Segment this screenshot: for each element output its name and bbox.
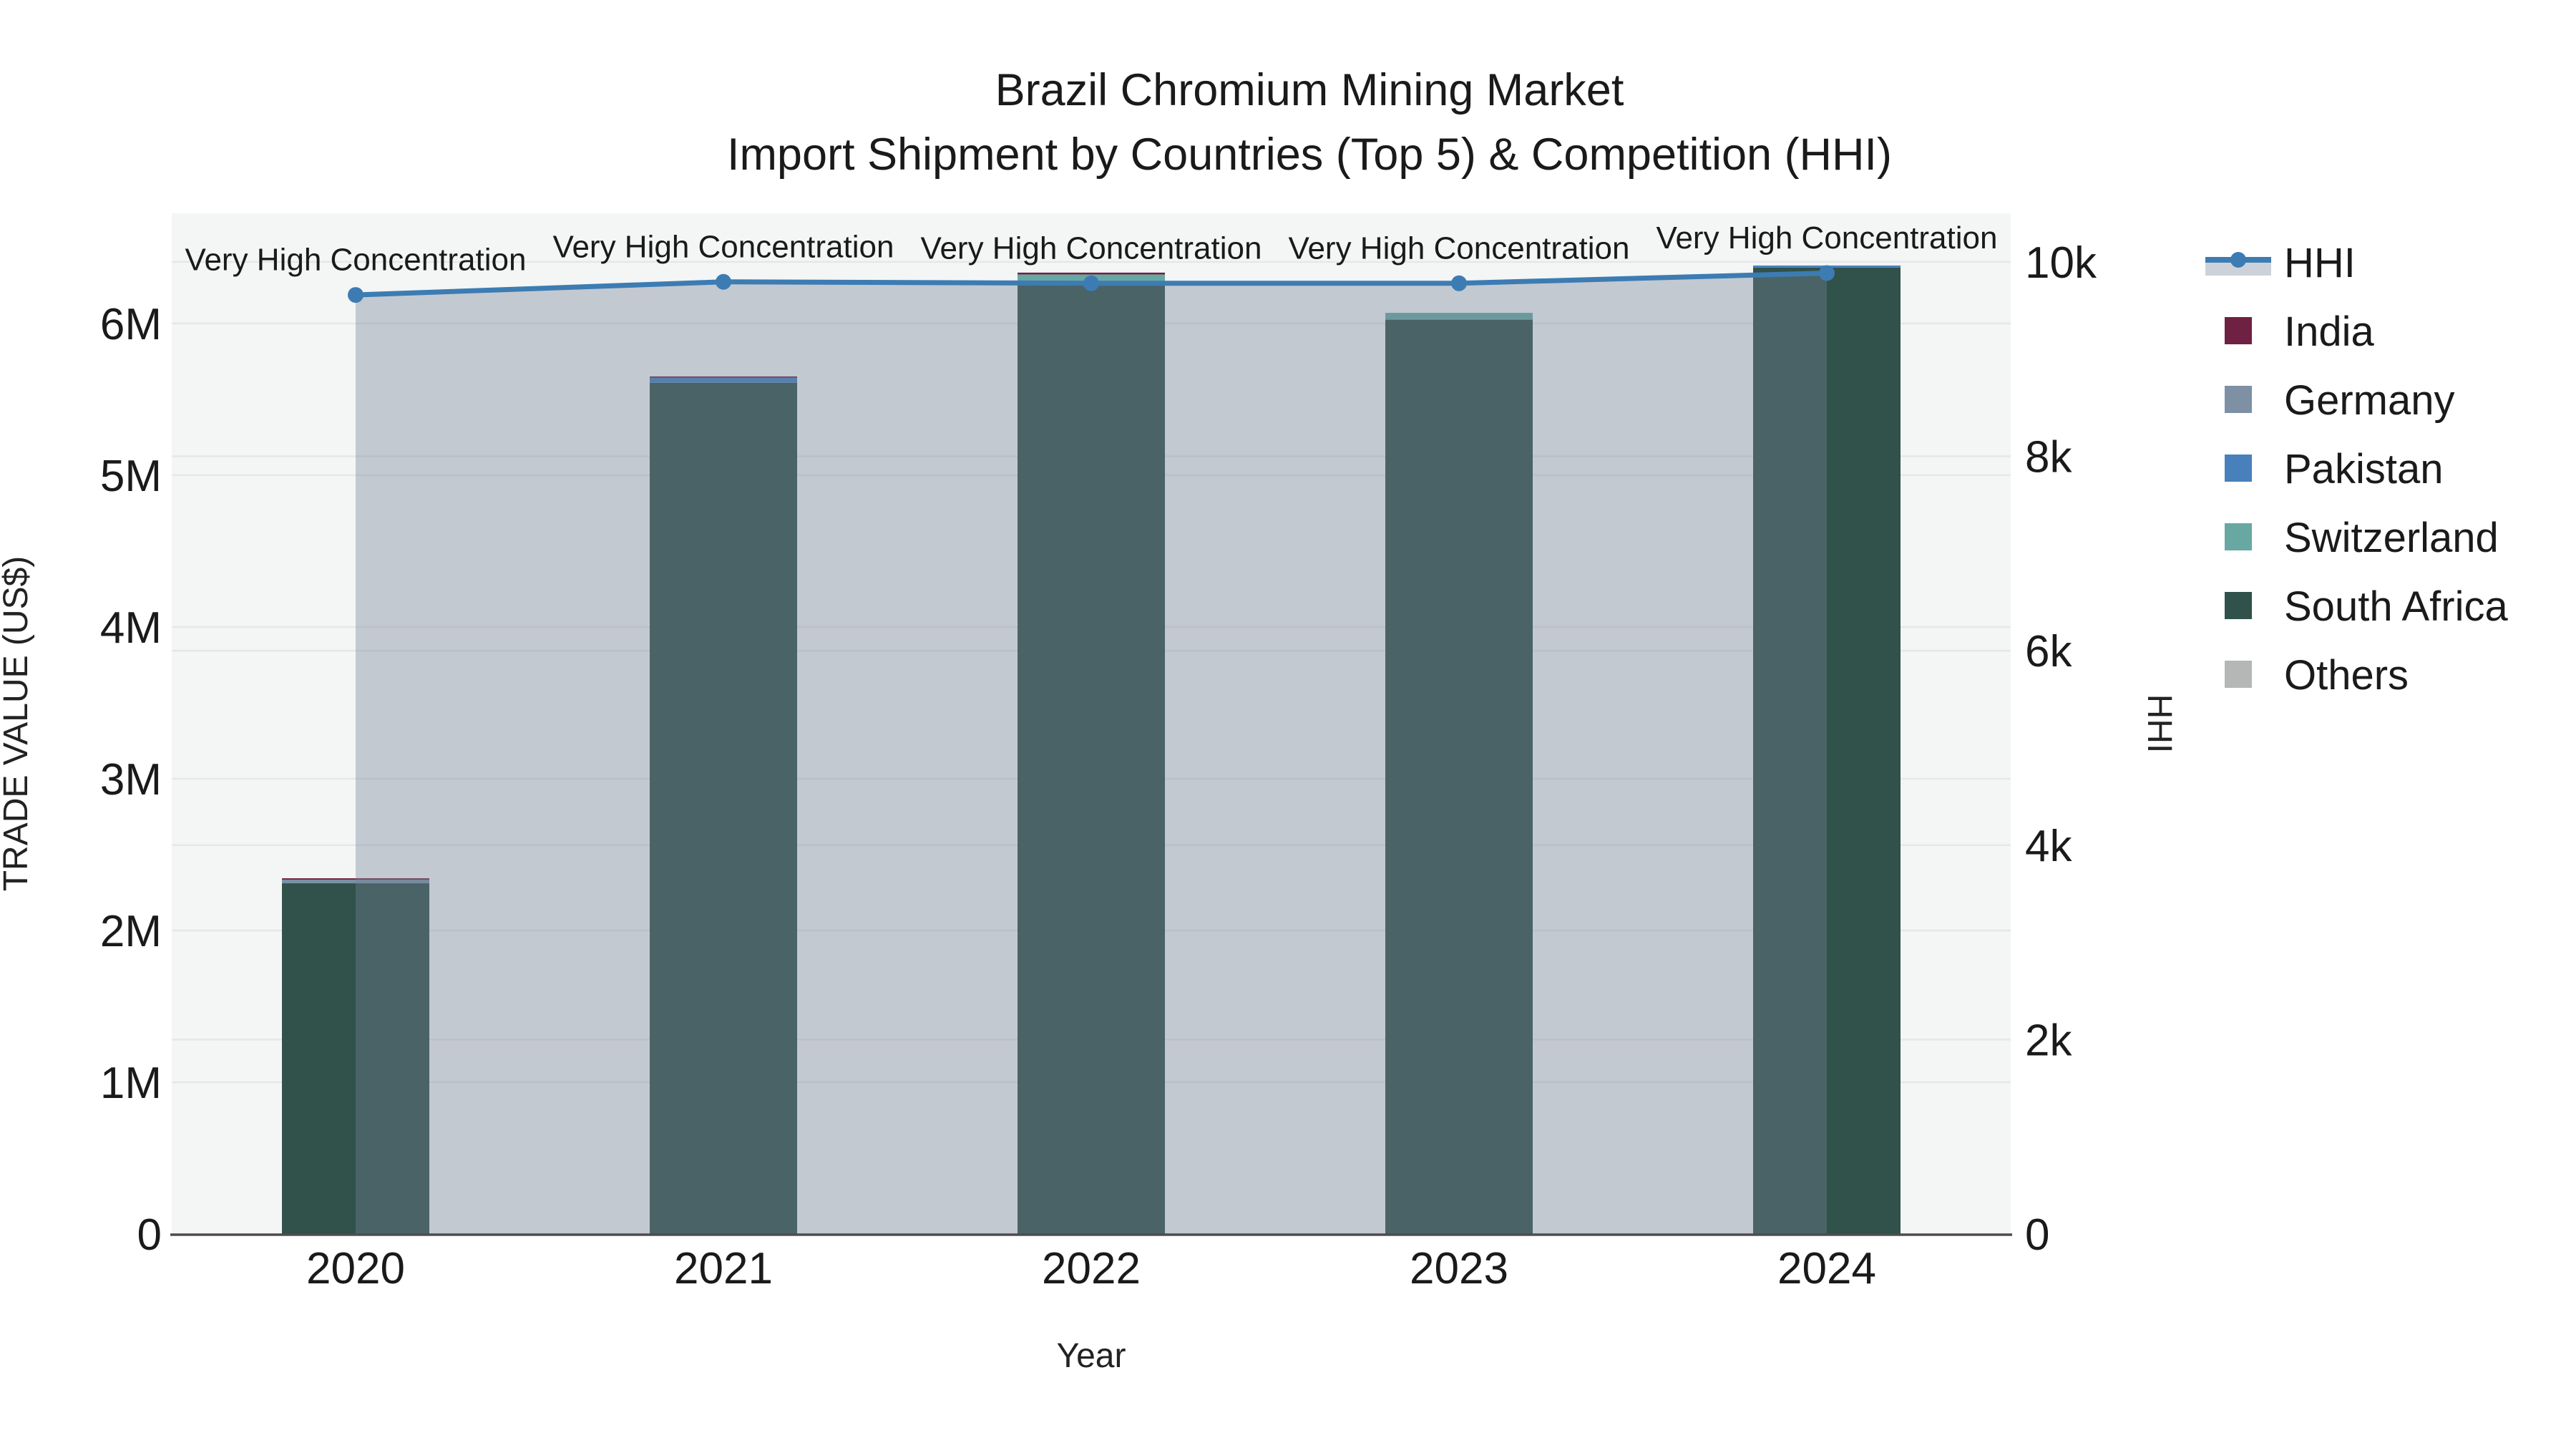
legend-item-germany[interactable]: Germany bbox=[2225, 377, 2455, 424]
bar-segment-south-africa-2024[interactable] bbox=[1753, 267, 1901, 1235]
y-right-tick-8k: 8k bbox=[2025, 433, 2072, 482]
hhi-area-layer bbox=[356, 273, 1827, 1235]
legend-swatch-switzerland bbox=[2225, 523, 2252, 550]
annotation-layer: Very High Concentration Very High Concent… bbox=[185, 220, 1998, 278]
annotation-2020: Very High Concentration bbox=[185, 243, 527, 278]
legend-label-south-africa[interactable]: South Africa bbox=[2284, 583, 2508, 630]
hhi-line-layer bbox=[348, 265, 1835, 303]
legend-swatch-others bbox=[2225, 661, 2252, 688]
chart-title-line2: Import Shipment by Countries (Top 5) & C… bbox=[727, 130, 1892, 180]
annotation-2022: Very High Concentration bbox=[921, 230, 1262, 266]
legend-item-india[interactable]: India bbox=[2225, 308, 2375, 355]
legend-item-south-africa[interactable]: South Africa bbox=[2225, 583, 2508, 630]
legend-label-hhi[interactable]: HHI bbox=[2284, 240, 2356, 286]
legend-label-pakistan[interactable]: Pakistan bbox=[2284, 446, 2443, 492]
tick-label-layer: 0 1M 2M 3M 4M 5M 6M 0 2k 4k 6k 8k 10k 2020 2021 2022 202… bbox=[100, 238, 2097, 1293]
hhi-marker-2023[interactable] bbox=[1451, 275, 1467, 291]
legend: HHI India Germany Pakistan Switzerland South … bbox=[2205, 240, 2508, 699]
legend-item-hhi[interactable]: HHI bbox=[2205, 240, 2356, 286]
hhi-marker-2021[interactable] bbox=[716, 273, 731, 290]
bar-segment-india-2020[interactable] bbox=[282, 878, 429, 880]
bar-segment-south-africa-2022[interactable] bbox=[1018, 283, 1165, 1235]
bar-segment-south-africa-2023[interactable] bbox=[1385, 319, 1533, 1234]
annotation-2024: Very High Concentration bbox=[1657, 220, 1998, 256]
bars-layer bbox=[282, 265, 1901, 1235]
legend-swatch-south-africa bbox=[2225, 592, 2252, 619]
y-left-tick-2M: 2M bbox=[100, 907, 162, 956]
annotation-2023: Very High Concentration bbox=[1289, 230, 1630, 266]
legend-label-germany[interactable]: Germany bbox=[2284, 377, 2455, 424]
hhi-area-fill bbox=[356, 273, 1827, 1235]
legend-swatch-pakistan bbox=[2225, 455, 2252, 482]
legend-swatch-germany bbox=[2225, 386, 2252, 413]
legend-hhi-marker bbox=[2230, 252, 2246, 268]
y-left-tick-1M: 1M bbox=[100, 1059, 162, 1108]
legend-label-others[interactable]: Others bbox=[2284, 652, 2409, 699]
y-right-tick-4k: 4k bbox=[2025, 822, 2072, 871]
x-tick-2021[interactable]: 2021 bbox=[674, 1244, 773, 1293]
legend-item-switzerland[interactable]: Switzerland bbox=[2225, 515, 2499, 561]
hhi-marker-2024[interactable] bbox=[1819, 265, 1835, 281]
y-left-tick-4M: 4M bbox=[100, 603, 162, 653]
legend-item-pakistan[interactable]: Pakistan bbox=[2225, 446, 2443, 492]
y-axis-title-left: TRADE VALUE (US$) bbox=[0, 556, 35, 892]
hhi-marker-2020[interactable] bbox=[348, 287, 364, 303]
bar-segment-pakistan-2021[interactable] bbox=[650, 377, 797, 383]
y-left-tick-5M: 5M bbox=[100, 452, 162, 501]
legend-swatch-india bbox=[2225, 317, 2252, 344]
y-right-tick-0: 0 bbox=[2025, 1210, 2049, 1260]
bar-segment-india-2021[interactable] bbox=[650, 376, 797, 378]
y-axis-title-right: HHI bbox=[2140, 694, 2178, 754]
chart-title-line1: Brazil Chromium Mining Market bbox=[995, 65, 1624, 115]
y-left-tick-3M: 3M bbox=[100, 755, 162, 805]
y-right-tick-2k: 2k bbox=[2025, 1016, 2072, 1065]
x-tick-2023[interactable]: 2023 bbox=[1410, 1244, 1508, 1293]
bar-segment-germany-2020[interactable] bbox=[282, 879, 429, 884]
x-tick-2022[interactable]: 2022 bbox=[1042, 1244, 1141, 1293]
bar-segment-south-africa-2020[interactable] bbox=[282, 883, 429, 1234]
x-tick-2024[interactable]: 2024 bbox=[1777, 1244, 1876, 1293]
legend-label-india[interactable]: India bbox=[2284, 308, 2375, 355]
bar-segment-south-africa-2021[interactable] bbox=[650, 382, 797, 1234]
x-axis-title: Year bbox=[1057, 1337, 1126, 1375]
hhi-marker-2022[interactable] bbox=[1083, 275, 1099, 291]
legend-hhi-area-swatch bbox=[2205, 263, 2271, 276]
annotation-2021: Very High Concentration bbox=[553, 229, 894, 264]
bar-segment-india-2022[interactable] bbox=[1018, 272, 1165, 275]
y-left-tick-6M: 6M bbox=[100, 300, 162, 349]
bar-segment-switzerland-2023[interactable] bbox=[1385, 313, 1533, 320]
y-left-tick-0: 0 bbox=[137, 1210, 162, 1260]
y-right-tick-10k: 10k bbox=[2025, 238, 2097, 288]
y-right-tick-6k: 6k bbox=[2025, 627, 2072, 676]
legend-item-others[interactable]: Others bbox=[2225, 652, 2409, 699]
x-tick-2020[interactable]: 2020 bbox=[306, 1244, 405, 1293]
legend-label-switzerland[interactable]: Switzerland bbox=[2284, 515, 2499, 561]
